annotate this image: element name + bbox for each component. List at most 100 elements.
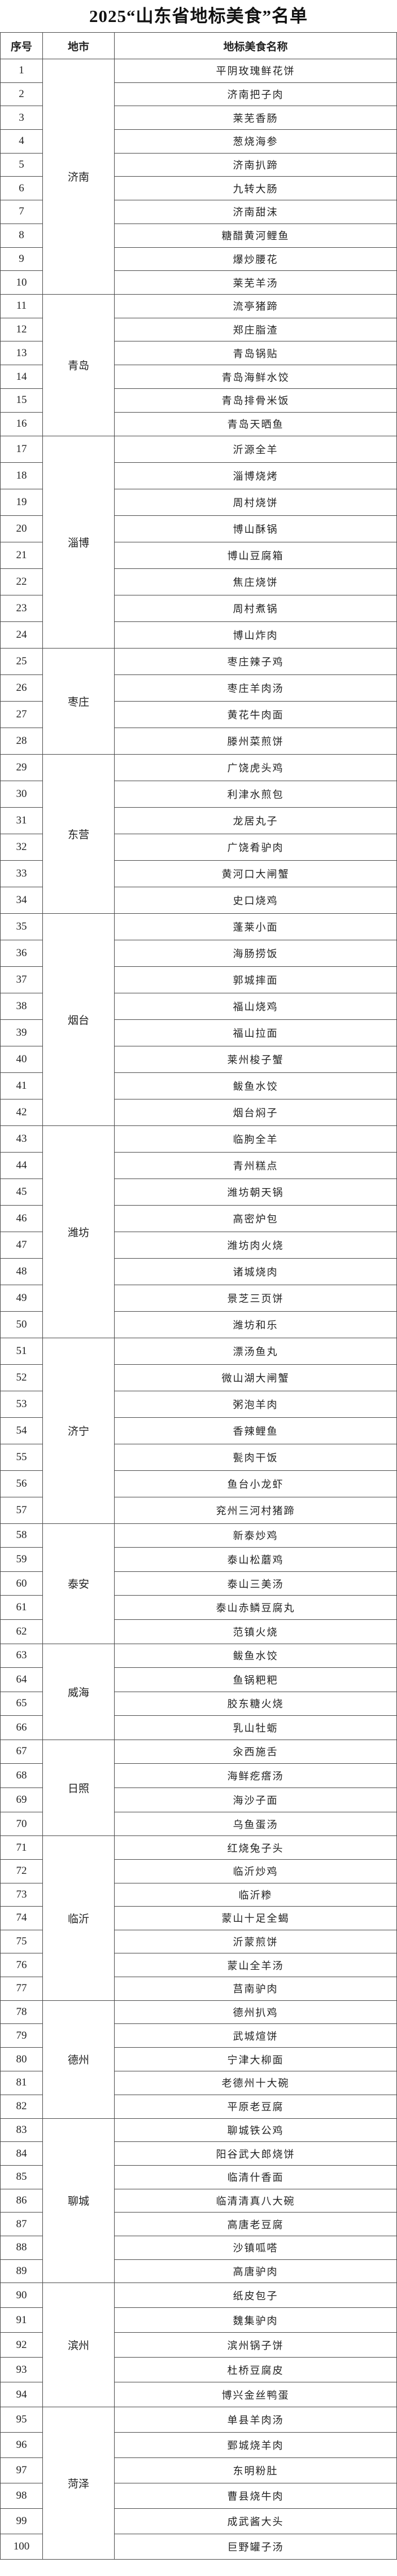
row-number: 15 bbox=[0, 388, 43, 413]
table-row: 8 糖醋黄河鲤鱼 bbox=[0, 223, 397, 248]
row-number: 26 bbox=[0, 674, 43, 702]
food-name-cell: 龙居丸子 bbox=[114, 807, 397, 834]
row-number: 5 bbox=[0, 152, 43, 177]
table-row: 45 潍坊朝天锅 bbox=[0, 1178, 397, 1206]
table-row: 98 曹县烧牛肉 bbox=[0, 2483, 397, 2509]
row-number: 52 bbox=[0, 1364, 43, 1391]
food-name-cell: 鲅鱼水饺 bbox=[114, 1072, 397, 1099]
table-row: 79 武城煊饼 bbox=[0, 2023, 397, 2048]
row-number: 87 bbox=[0, 2212, 43, 2236]
city-cell: 菏泽 bbox=[42, 2407, 115, 2560]
food-name-cell: 济南扒蹄 bbox=[114, 152, 397, 177]
table-row: 21 博山豆腐箱 bbox=[0, 541, 397, 569]
table-row: 96 鄄城烧羊肉 bbox=[0, 2432, 397, 2459]
food-name-cell: 平原老豆腐 bbox=[114, 2094, 397, 2119]
food-name-cell: 济南把子肉 bbox=[114, 82, 397, 107]
food-name-cell: 武城煊饼 bbox=[114, 2023, 397, 2048]
food-name-cell: 乳山牡蛎 bbox=[114, 1715, 397, 1740]
row-number: 24 bbox=[0, 621, 43, 649]
row-number: 81 bbox=[0, 2070, 43, 2095]
row-number: 68 bbox=[0, 1763, 43, 1788]
table-row: 78 德州 德州扒鸡 bbox=[0, 2000, 397, 2119]
table-row: 56 鱼台小龙虾 bbox=[0, 1470, 397, 1497]
table-row: 18 淄博烧烤 bbox=[0, 462, 397, 489]
food-name-cell: 临朐全羊 bbox=[114, 1125, 397, 1153]
row-number: 17 bbox=[0, 435, 43, 463]
row-number: 21 bbox=[0, 541, 43, 569]
table-row: 86 临清清真八大碗 bbox=[0, 2188, 397, 2213]
row-number: 16 bbox=[0, 411, 43, 436]
row-number: 95 bbox=[0, 2407, 43, 2433]
row-number: 12 bbox=[0, 317, 43, 342]
table-row: 54 香辣鲤鱼 bbox=[0, 1417, 397, 1444]
food-name-cell: 汆西施舌 bbox=[114, 1739, 397, 1764]
table-row: 6 九转大肠 bbox=[0, 176, 397, 201]
food-name-cell: 甏肉干饭 bbox=[114, 1443, 397, 1471]
table-row: 14 青岛海鲜水饺 bbox=[0, 365, 397, 389]
food-name-cell: 平阴玫瑰鲜花饼 bbox=[114, 59, 397, 83]
row-number: 70 bbox=[0, 1811, 43, 1837]
table-header-row: 序号 地市 地标美食名称 bbox=[0, 32, 397, 59]
city-cell: 滨州 bbox=[42, 2283, 115, 2408]
city-cell: 青岛 bbox=[42, 293, 115, 436]
table-row: 85 临清什香面 bbox=[0, 2165, 397, 2189]
table-row: 13 青岛锅贴 bbox=[0, 341, 397, 366]
row-number: 88 bbox=[0, 2235, 43, 2260]
food-name-cell: 爆炒腰花 bbox=[114, 247, 397, 271]
table-row: 90 滨州 纸皮包子 bbox=[0, 2283, 397, 2408]
row-number: 34 bbox=[0, 886, 43, 914]
food-name-cell: 成武酱大头 bbox=[114, 2508, 397, 2535]
city-cell: 枣庄 bbox=[42, 647, 115, 755]
food-name-cell: 乌鱼蛋汤 bbox=[114, 1811, 397, 1837]
food-name-cell: 临沂炒鸡 bbox=[114, 1859, 397, 1883]
row-number: 31 bbox=[0, 807, 43, 834]
food-name-cell: 临沂糁 bbox=[114, 1882, 397, 1907]
table-row: 4 葱烧海参 bbox=[0, 129, 397, 154]
row-number: 83 bbox=[0, 2118, 43, 2143]
food-name-cell: 泰山三美汤 bbox=[114, 1571, 397, 1596]
food-name-cell: 蓬莱小面 bbox=[114, 913, 397, 940]
row-number: 99 bbox=[0, 2508, 43, 2535]
row-number: 96 bbox=[0, 2432, 43, 2459]
city-cell: 德州 bbox=[42, 2000, 115, 2119]
table-row: 91 魏集驴肉 bbox=[0, 2307, 397, 2333]
table-row: 17 淄博 沂源全羊 bbox=[0, 435, 397, 649]
row-number: 80 bbox=[0, 2047, 43, 2071]
table-row: 32 广饶肴驴肉 bbox=[0, 833, 397, 861]
row-number: 19 bbox=[0, 488, 43, 516]
table-row: 55 甏肉干饭 bbox=[0, 1443, 397, 1471]
food-name-cell: 德州扒鸡 bbox=[114, 2000, 397, 2025]
row-number: 2 bbox=[0, 82, 43, 107]
table-row: 23 周村煮锅 bbox=[0, 594, 397, 622]
food-name-cell: 高密炉包 bbox=[114, 1204, 397, 1232]
food-name-cell: 蒙山十足全蝎 bbox=[114, 1906, 397, 1930]
table-row: 33 黄河口大闸蟹 bbox=[0, 860, 397, 887]
table-row: 16 青岛天晒鱼 bbox=[0, 411, 397, 436]
row-number: 35 bbox=[0, 913, 43, 940]
table-row: 65 胶东糖火烧 bbox=[0, 1691, 397, 1716]
row-number: 73 bbox=[0, 1882, 43, 1907]
table-row: 67 日照 汆西施舌 bbox=[0, 1739, 397, 1837]
row-number: 10 bbox=[0, 270, 43, 295]
table-row: 26 枣庄羊肉汤 bbox=[0, 674, 397, 702]
table-row: 5 济南扒蹄 bbox=[0, 152, 397, 177]
table-row: 3 莱芜香肠 bbox=[0, 106, 397, 130]
food-name-cell: 单县羊肉汤 bbox=[114, 2407, 397, 2433]
table-row: 38 福山烧鸡 bbox=[0, 992, 397, 1020]
row-number: 1 bbox=[0, 59, 43, 83]
row-number: 23 bbox=[0, 594, 43, 622]
row-number: 3 bbox=[0, 106, 43, 130]
food-name-cell: 枣庄辣子鸡 bbox=[114, 647, 397, 675]
row-number: 98 bbox=[0, 2483, 43, 2509]
row-number: 46 bbox=[0, 1204, 43, 1232]
food-name-cell: 博山酥锅 bbox=[114, 515, 397, 542]
row-number: 67 bbox=[0, 1739, 43, 1764]
row-number: 50 bbox=[0, 1311, 43, 1338]
table-row: 25 枣庄 枣庄辣子鸡 bbox=[0, 647, 397, 755]
row-number: 11 bbox=[0, 293, 43, 318]
food-name-cell: 海肠捞饭 bbox=[114, 939, 397, 967]
food-name-cell: 潍坊朝天锅 bbox=[114, 1178, 397, 1206]
table-row: 77 莒南驴肉 bbox=[0, 1976, 397, 2001]
food-name-cell: 宁津大柳面 bbox=[114, 2047, 397, 2071]
food-name-cell: 阳谷武大郎烧饼 bbox=[114, 2141, 397, 2166]
